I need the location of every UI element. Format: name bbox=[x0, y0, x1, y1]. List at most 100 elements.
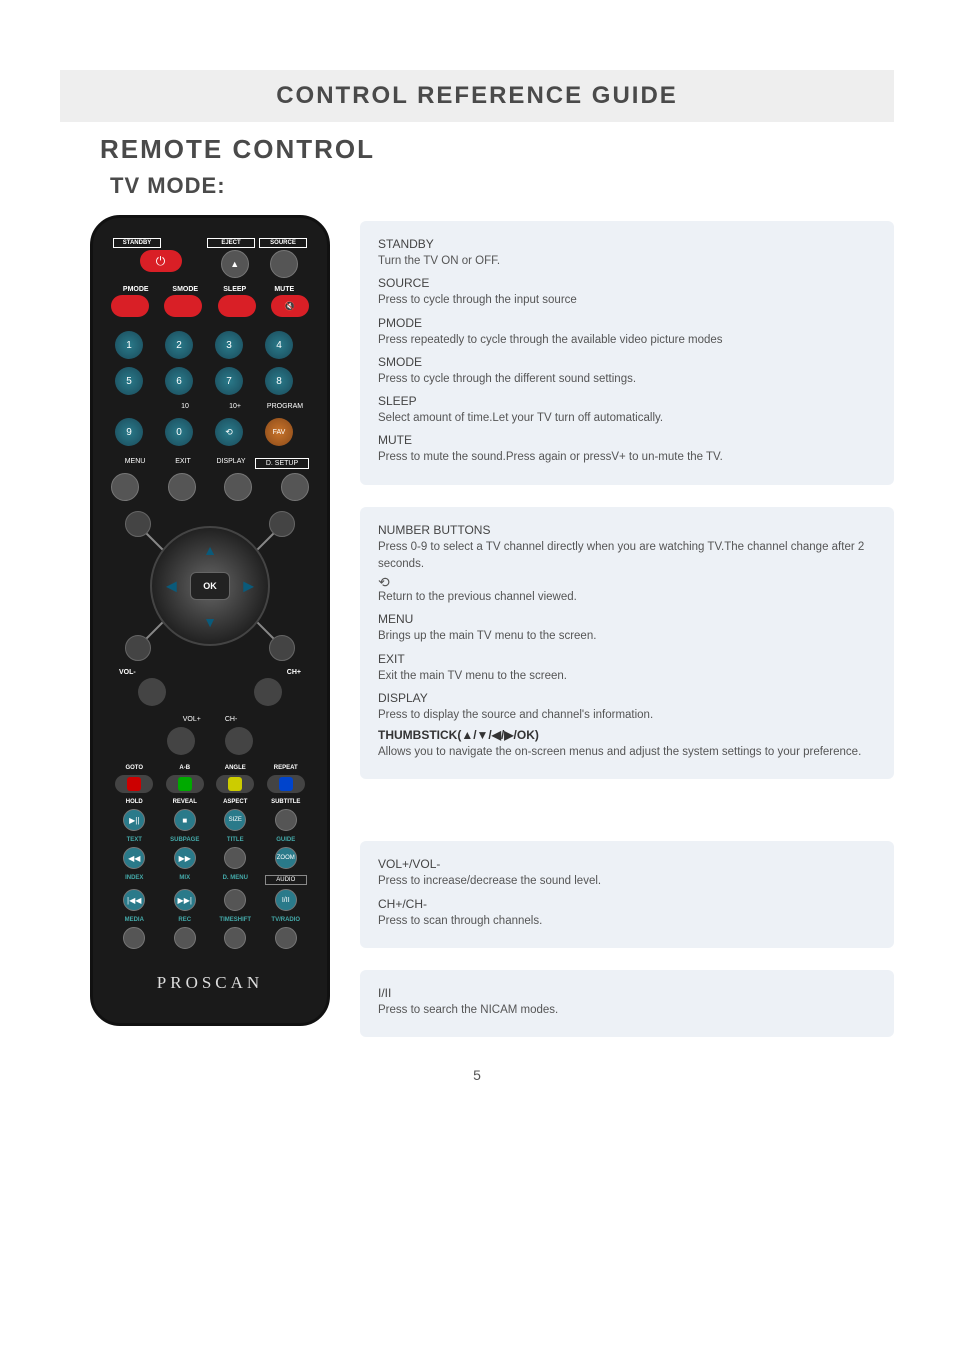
num-6: 6 bbox=[165, 367, 193, 395]
goto-button bbox=[115, 775, 153, 793]
label-mix: MIX bbox=[164, 875, 207, 885]
label-media: MEDIA bbox=[113, 917, 156, 923]
label-mute: MUTE bbox=[260, 286, 310, 293]
media-button bbox=[123, 927, 145, 949]
label-timeshift: TIMESHIFT bbox=[214, 917, 257, 923]
label-ch-plus: CH+ bbox=[287, 669, 301, 676]
dsetup-button bbox=[281, 473, 309, 501]
description-panels: STANDBYTurn the TV ON or OFF.SOURCEPress… bbox=[360, 221, 894, 1037]
prev-track-icon: |◀◀ bbox=[123, 889, 145, 911]
rewind-icon: ◀◀ bbox=[123, 847, 145, 869]
label-smode: SMODE bbox=[161, 286, 211, 293]
repeat-button bbox=[267, 775, 305, 793]
remote-control-diagram: STANDBY EJECT SOURCE ⏻ ▲ PMODE SMODE SLE… bbox=[90, 215, 330, 1026]
num-8: 8 bbox=[265, 367, 293, 395]
num-4: 4 bbox=[265, 331, 293, 359]
label-vol-minus: VOL- bbox=[119, 669, 136, 676]
timeshift-button bbox=[224, 927, 246, 949]
label-10: 10 bbox=[165, 403, 205, 410]
fastforward-icon: ▶▶ bbox=[174, 847, 196, 869]
section-title: REMOTE CONTROL bbox=[100, 134, 894, 165]
exit-button bbox=[168, 473, 196, 501]
ab-button bbox=[166, 775, 204, 793]
label-display: DISPLAY bbox=[207, 458, 255, 469]
panel-number-menu: NUMBER BUTTONSPress 0-9 to select a TV c… bbox=[360, 507, 894, 780]
thumbstick-dpad: ▲ ▼ ◀ ▶ OK bbox=[125, 511, 295, 661]
panel-vol-ch: VOL+/VOL-Press to increase/decrease the … bbox=[360, 841, 894, 948]
label-subtitle: SUBTITLE bbox=[265, 799, 308, 805]
label-dsetup: D. SETUP bbox=[255, 458, 309, 469]
label-reveal: REVEAL bbox=[164, 799, 207, 805]
subtitle-button bbox=[275, 809, 297, 831]
num-5: 5 bbox=[115, 367, 143, 395]
fav-button: FAV bbox=[265, 418, 293, 446]
label-subpage: SUBPAGE bbox=[164, 837, 207, 843]
label-title: TITLE bbox=[214, 837, 257, 843]
stop-icon: ■ bbox=[174, 809, 196, 831]
label-audio: AUDIO bbox=[265, 875, 308, 885]
sleep-button bbox=[218, 295, 256, 317]
label-ab: A-B bbox=[164, 765, 207, 771]
label-dmenu: D. MENU bbox=[214, 875, 257, 885]
eject-button: ▲ bbox=[221, 250, 249, 278]
angle-button bbox=[216, 775, 254, 793]
num-0: 0 bbox=[165, 418, 193, 446]
smode-button bbox=[164, 295, 202, 317]
i-ii-button: I/II bbox=[275, 889, 297, 911]
size-button: SIZE bbox=[224, 809, 246, 831]
label-guide: GUIDE bbox=[265, 837, 308, 843]
ch-minus-button bbox=[225, 727, 253, 755]
page-number: 5 bbox=[60, 1067, 894, 1083]
vol-plus-button bbox=[167, 727, 195, 755]
vol-minus-button bbox=[138, 678, 166, 706]
dpad-left-icon: ◀ bbox=[166, 578, 177, 595]
label-hold: HOLD bbox=[113, 799, 156, 805]
mute-button: 🔇 bbox=[271, 295, 309, 317]
subsection-title: TV MODE: bbox=[110, 173, 894, 199]
rec-button bbox=[174, 927, 196, 949]
label-source: SOURCE bbox=[259, 238, 307, 248]
dpad-right-icon: ▶ bbox=[243, 578, 254, 595]
ok-button: OK bbox=[190, 572, 230, 600]
pmode-button bbox=[111, 295, 149, 317]
label-vol-plus: VOL+ bbox=[183, 716, 201, 723]
label-program: PROGRAM bbox=[265, 403, 305, 410]
label-index: INDEX bbox=[113, 875, 156, 885]
ch-plus-button bbox=[254, 678, 282, 706]
brand-logo: PROSCAN bbox=[107, 973, 313, 993]
label-aspect: ASPECT bbox=[214, 799, 257, 805]
title-bar: CONTROL REFERENCE GUIDE bbox=[60, 70, 894, 122]
label-menu: MENU bbox=[111, 458, 159, 469]
display-button bbox=[224, 473, 252, 501]
label-goto: GOTO bbox=[113, 765, 156, 771]
panel-top-buttons: STANDBYTurn the TV ON or OFF.SOURCEPress… bbox=[360, 221, 894, 485]
label-ch-minus: CH- bbox=[225, 716, 237, 723]
number-pad: 1 2 3 4 5 6 7 8 10 10+ PROGRAM 9 0 ⟲ FAV bbox=[107, 325, 313, 452]
source-button bbox=[270, 250, 298, 278]
label-10plus: 10+ bbox=[215, 403, 255, 410]
dpad-down-icon: ▼ bbox=[203, 614, 217, 630]
page-title: CONTROL REFERENCE GUIDE bbox=[60, 82, 894, 110]
label-eject: EJECT bbox=[207, 238, 255, 248]
label-exit: EXIT bbox=[159, 458, 207, 469]
label-text: TEXT bbox=[113, 837, 156, 843]
next-track-icon: ▶▶| bbox=[174, 889, 196, 911]
label-angle: ANGLE bbox=[214, 765, 257, 771]
dmenu-button bbox=[224, 889, 246, 911]
panel-nicam: I/IIPress to search the NICAM modes. bbox=[360, 970, 894, 1037]
tvradio-button bbox=[275, 927, 297, 949]
label-rec: REC bbox=[164, 917, 207, 923]
num-9: 9 bbox=[115, 418, 143, 446]
dpad-up-icon: ▲ bbox=[203, 542, 217, 558]
zoom-button: ZOOM bbox=[275, 847, 297, 869]
label-tvradio: TV/RADIO bbox=[265, 917, 308, 923]
loop-button: ⟲ bbox=[215, 418, 243, 446]
menu-button bbox=[111, 473, 139, 501]
title-button bbox=[224, 847, 246, 869]
play-pause-icon: ▶|| bbox=[123, 809, 145, 831]
num-1: 1 bbox=[115, 331, 143, 359]
num-3: 3 bbox=[215, 331, 243, 359]
label-repeat: REPEAT bbox=[265, 765, 308, 771]
standby-button: ⏻ bbox=[140, 250, 182, 272]
label-pmode: PMODE bbox=[111, 286, 161, 293]
